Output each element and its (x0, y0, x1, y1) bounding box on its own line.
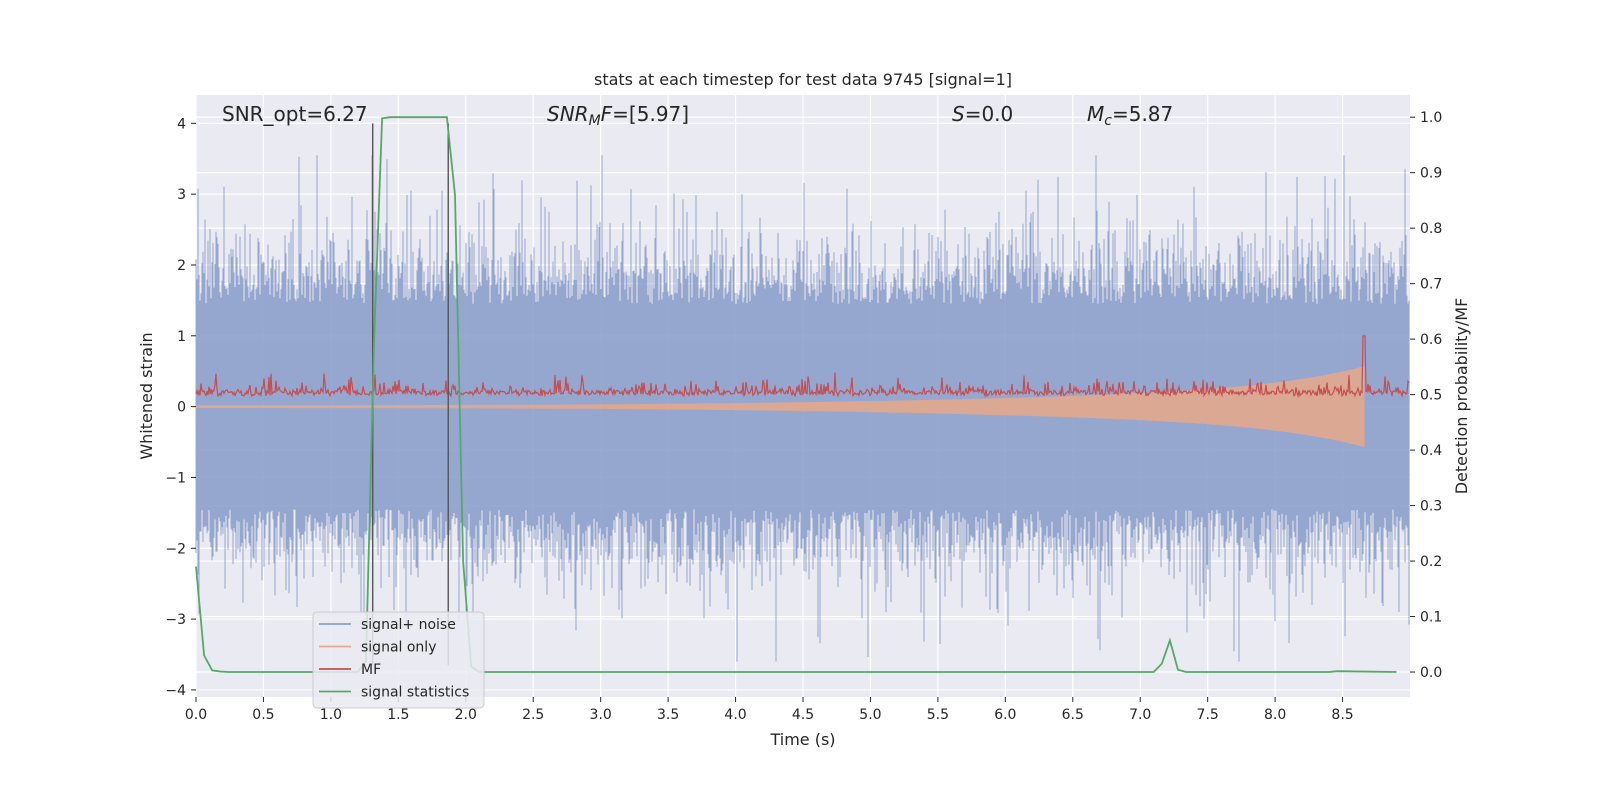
y2-tick-label: 0.8 (1420, 221, 1442, 237)
y2-tick-label: 0.6 (1420, 332, 1442, 348)
snr-mf-value: =[5.97] (612, 102, 689, 126)
y2-axis-label: Detection probability/MF (1452, 298, 1471, 495)
legend-box (312, 611, 485, 709)
y2-tick-label: 0.7 (1420, 277, 1442, 293)
mc-annotation: Mc=5.87 (1087, 102, 1173, 129)
y-tick-label: 2 (177, 258, 186, 274)
mf-series (195, 335, 1410, 399)
y2-tick-label: 0.0 (1420, 665, 1442, 681)
chart-title: stats at each timestep for test data 974… (594, 70, 1012, 89)
y-tick-label: −3 (165, 612, 186, 628)
x-tick-label: 8.0 (1264, 707, 1286, 723)
x-tick-label: 7.5 (1197, 707, 1219, 723)
y2-tick-label: 0.5 (1420, 388, 1442, 404)
mf-line (195, 335, 1410, 399)
axes: 0.0 0.5 1.0 1.5 2.0 2.5 3.0 3.5 4.0 4.5 5.0 5.5 6.0 6… (165, 110, 1442, 723)
legend-label: MF (361, 662, 381, 678)
legend-label: signal+ noise (361, 617, 456, 633)
snr-mf-annotation: SNRMF=[5.97] (547, 102, 689, 129)
x-tick-label: 4.5 (792, 707, 814, 723)
snr-mf-f: F (601, 102, 613, 126)
y-tick-label: 4 (177, 116, 186, 132)
mc-subscript: c (1104, 113, 1112, 129)
y-tick-label: 3 (177, 187, 186, 203)
s-value: =0.0 (965, 102, 1014, 126)
x-tick-label: 1.5 (387, 707, 409, 723)
s-symbol: S (952, 102, 965, 126)
x-tick-label: 7.0 (1129, 707, 1151, 723)
x-tick-label: 6.5 (1062, 707, 1084, 723)
snr-opt-annotation: SNR_opt=6.27 (222, 102, 368, 126)
signal-statistics-series (195, 116, 1397, 673)
x-tick-label: 2.5 (522, 707, 544, 723)
x-tick-label: 0.5 (252, 707, 274, 723)
x-tick-label: 5.5 (927, 707, 949, 723)
snr-mf-symbol: SNR (547, 102, 589, 126)
y2-tick-label: 0.4 (1420, 443, 1442, 459)
x-axis-label: Time (s) (769, 730, 835, 749)
x-tick-label: 8.5 (1331, 707, 1353, 723)
y-tick-label: −2 (165, 541, 186, 557)
x-tick-label: 1.0 (320, 707, 342, 723)
x-tick-label: 2.0 (455, 707, 477, 723)
snr-mf-subscript: M (589, 113, 601, 129)
x-tick-label: 3.5 (657, 707, 679, 723)
y-axis-label: Whitened strain (137, 332, 156, 459)
y-tick-label: −1 (165, 470, 186, 486)
y2-tick-label: 0.1 (1420, 610, 1442, 626)
y2-tick-label: 0.3 (1420, 499, 1442, 515)
legend: signal+ noise signal only MF signal statist… (312, 611, 485, 709)
x-tick-label: 6.0 (994, 707, 1016, 723)
x-tick-label: 0.0 (185, 707, 207, 723)
mc-value: =5.87 (1112, 102, 1173, 126)
x-tick-label: 4.0 (724, 707, 746, 723)
y2-tick-label: 1.0 (1420, 110, 1442, 126)
legend-label: signal statistics (361, 685, 469, 701)
legend-label: signal only (361, 640, 436, 656)
s-annotation: S=0.0 (952, 102, 1013, 126)
y2-tick-label: 0.9 (1420, 166, 1442, 182)
mc-symbol: M (1087, 102, 1104, 126)
y-tick-label: −4 (165, 683, 186, 699)
y-tick-label: 1 (177, 329, 186, 345)
x-tick-label: 5.0 (859, 707, 881, 723)
signal-statistics-line (195, 116, 1397, 673)
y-tick-label: 0 (177, 400, 186, 416)
y2-tick-label: 0.2 (1420, 554, 1442, 570)
x-tick-label: 3.0 (590, 707, 612, 723)
